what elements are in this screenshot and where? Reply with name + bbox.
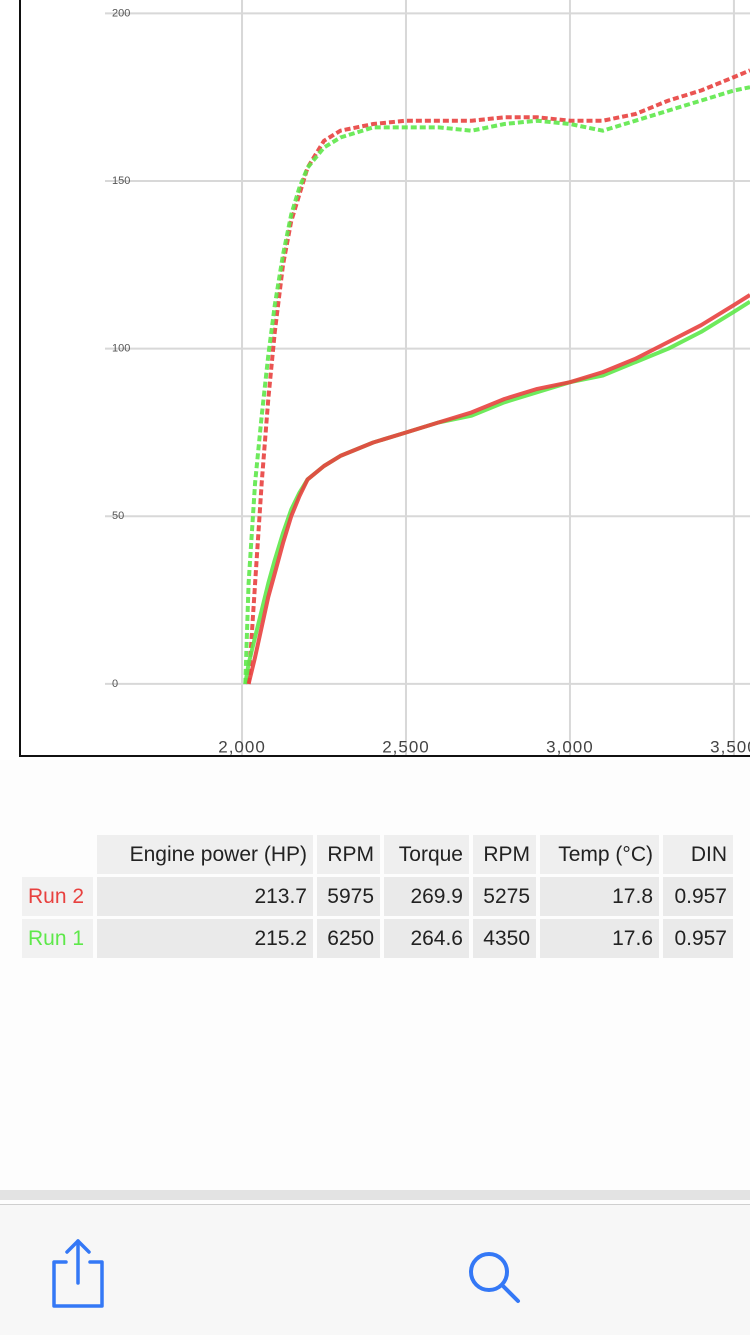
column-header: DIN: [663, 835, 733, 874]
table-cell: 5275: [473, 877, 536, 916]
y-tick-label: 0: [112, 678, 118, 690]
table-cell: 269.9: [384, 877, 469, 916]
table-cell: 213.7: [97, 877, 313, 916]
power-line: [246, 293, 750, 685]
table-cell: 0.957: [663, 877, 733, 916]
lines: [243, 68, 750, 685]
column-header: RPM: [317, 835, 380, 874]
y-tick-label: 50: [112, 510, 124, 522]
row-label: Run 1: [22, 919, 93, 958]
table-cell: 6250: [317, 919, 380, 958]
torque-line: [243, 85, 750, 684]
torque-line: [246, 68, 750, 685]
share-button[interactable]: [52, 1239, 104, 1308]
x-tick-label: 3,500: [710, 737, 750, 756]
chart: 0 50 100 150 200 2,000 2,500 3,000 3,500: [0, 0, 750, 760]
x-tick-label: 2,000: [218, 737, 266, 756]
table-cell: 17.8: [540, 877, 659, 916]
column-header: Engine power (HP): [97, 835, 313, 874]
toolbar: [0, 1204, 750, 1335]
y-tick-label: 150: [112, 175, 130, 187]
x-tick-label: 3,000: [546, 737, 594, 756]
table-cell: 264.6: [384, 919, 469, 958]
chart-background: [0, 0, 750, 760]
y-tick-label: 200: [112, 7, 130, 19]
search-button[interactable]: [469, 1252, 520, 1303]
column-header: RPM: [473, 835, 536, 874]
table-cell: 4350: [473, 919, 536, 958]
column-header: Torque: [384, 835, 469, 874]
table-cell: 0.957: [663, 919, 733, 958]
toolbar-icons: [52, 1239, 520, 1308]
row-label: Run 2: [22, 877, 93, 916]
separator: [0, 1190, 750, 1200]
y-tick-label: 100: [112, 343, 130, 355]
table-cell: 215.2: [97, 919, 313, 958]
column-header: Temp (°C): [540, 835, 659, 874]
table-cell: 17.6: [540, 919, 659, 958]
x-tick-label: 2,500: [382, 737, 430, 756]
table-cell: 5975: [317, 877, 380, 916]
